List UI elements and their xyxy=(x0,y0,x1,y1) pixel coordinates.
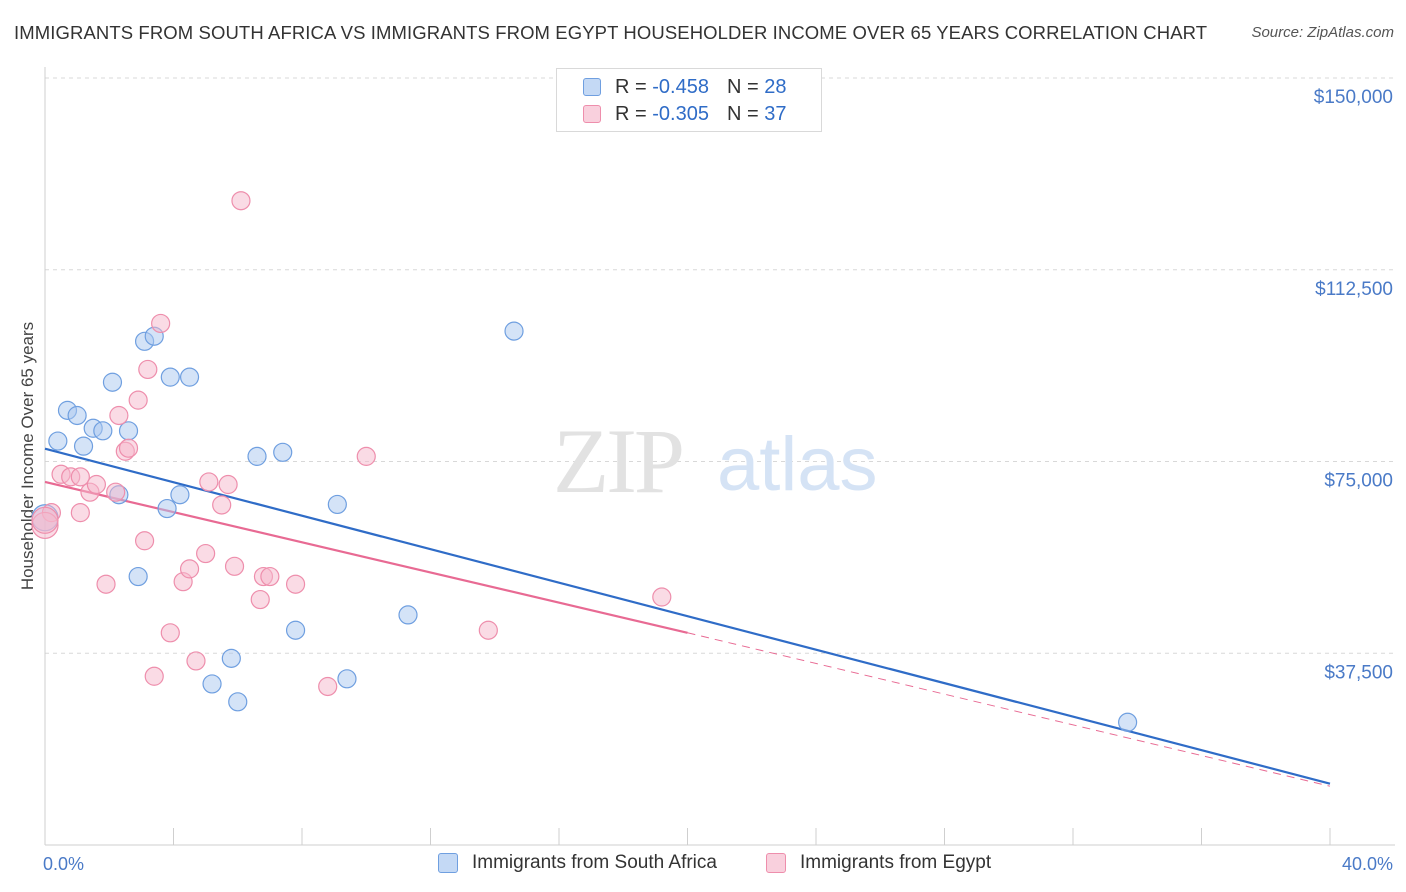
r-label: R = xyxy=(615,102,647,125)
egypt-point xyxy=(196,543,216,564)
south-africa-point xyxy=(504,321,524,341)
y-tick-label: $37,500 xyxy=(1324,662,1393,683)
egypt-trend-line xyxy=(44,480,688,634)
south-africa-point xyxy=(1118,712,1138,732)
legend-swatch-egypt xyxy=(766,853,786,873)
south-africa-point xyxy=(179,367,200,387)
south-africa-point xyxy=(273,442,293,462)
south-africa-point xyxy=(337,669,357,689)
south-africa-point xyxy=(67,405,87,426)
r-value-south-africa: -0.458 xyxy=(652,75,709,98)
n-value-egypt: 37 xyxy=(764,102,787,125)
legend-swatch-blue xyxy=(583,78,601,96)
south-africa-point xyxy=(160,367,180,387)
south-africa-point xyxy=(73,436,94,456)
south-africa-point xyxy=(202,674,222,694)
correlation-legend: R = -0.458 N = 28 R = -0.305 N = 37 xyxy=(556,68,822,132)
egypt-point xyxy=(151,313,171,334)
series-legend: Immigrants from South Africa Immigrants … xyxy=(0,852,1406,878)
egypt-point xyxy=(106,482,126,502)
egypt-point xyxy=(231,191,251,211)
watermark-atlas: atlas xyxy=(717,422,878,507)
south-africa-trend-line xyxy=(44,447,1331,785)
legend-swatch-south-africa xyxy=(438,853,458,873)
legend-item-egypt: Immigrants from Egypt xyxy=(766,852,991,874)
south-africa-point xyxy=(93,421,113,441)
egypt-point xyxy=(218,474,238,495)
egypt-point xyxy=(224,556,245,576)
egypt-point xyxy=(318,676,338,697)
x-tick-label: 0.0% xyxy=(43,854,84,874)
legend-item-south-africa: Immigrants from South Africa xyxy=(438,852,717,874)
legend-swatch-pink xyxy=(583,105,601,123)
egypt-trend-extension xyxy=(687,632,1331,787)
tick-labels: $37,500 $75,000 $112,500 $150,000 0.0% 40.0% xyxy=(43,87,1393,874)
egypt-point xyxy=(199,472,219,492)
egypt-point xyxy=(356,446,376,466)
south-africa-point xyxy=(247,446,267,466)
r-label: R = xyxy=(615,75,647,98)
south-africa-point xyxy=(102,372,123,392)
legend-label-egypt: Immigrants from Egypt xyxy=(800,852,992,873)
gridlines xyxy=(45,77,1395,654)
south-africa-point xyxy=(327,494,347,515)
south-africa-point xyxy=(398,605,418,625)
south-africa-point xyxy=(285,620,306,640)
south-africa-point xyxy=(170,485,190,505)
source-label: Source: ZipAtlas.com xyxy=(1251,24,1394,41)
egypt-point xyxy=(212,495,232,515)
egypt-point xyxy=(160,623,180,643)
axes xyxy=(44,67,1395,846)
egypt-point xyxy=(250,589,270,610)
n-value-south-africa: 28 xyxy=(764,75,787,98)
egypt-point xyxy=(138,359,158,380)
south-africa-point xyxy=(157,498,177,519)
n-label: N = xyxy=(726,75,759,98)
trend-lines xyxy=(44,447,1331,787)
legend-row-egypt: R = -0.305 N = 37 xyxy=(583,101,786,127)
egypt-point xyxy=(31,506,59,534)
south-africa-point xyxy=(48,431,68,451)
legend-label-south-africa: Immigrants from South Africa xyxy=(472,852,717,873)
south-africa-point xyxy=(221,648,241,668)
y-tick-label: $75,000 xyxy=(1324,471,1393,492)
egypt-point xyxy=(260,566,280,587)
south-africa-point xyxy=(228,692,248,712)
watermark-zip: ZIP xyxy=(553,410,682,512)
egypt-point xyxy=(179,559,200,579)
watermark: ZIP atlas xyxy=(553,410,878,512)
n-label: N = xyxy=(726,102,759,125)
egypt-point xyxy=(478,620,498,640)
egypt-point xyxy=(652,587,672,607)
data-points xyxy=(31,191,1138,732)
egypt-point xyxy=(70,503,90,523)
egypt-point xyxy=(128,390,148,410)
egypt-point xyxy=(186,651,206,671)
egypt-point xyxy=(86,474,107,495)
egypt-point xyxy=(118,438,139,458)
egypt-point xyxy=(144,666,164,686)
south-africa-point xyxy=(128,566,148,587)
egypt-point xyxy=(96,574,116,594)
egypt-point xyxy=(285,574,306,594)
egypt-point xyxy=(134,531,155,551)
y-tick-label: $112,500 xyxy=(1315,279,1393,300)
chart-title: IMMIGRANTS FROM SOUTH AFRICA VS IMMIGRAN… xyxy=(14,22,1208,43)
x-tick-label: 40.0% xyxy=(1342,854,1393,874)
r-value-egypt: -0.305 xyxy=(652,102,709,125)
egypt-point xyxy=(109,405,129,426)
south-africa-point xyxy=(118,421,139,441)
legend-row-south-africa: R = -0.458 N = 28 xyxy=(583,74,786,100)
egypt-point xyxy=(70,467,90,487)
y-tick-label: $150,000 xyxy=(1314,87,1393,108)
